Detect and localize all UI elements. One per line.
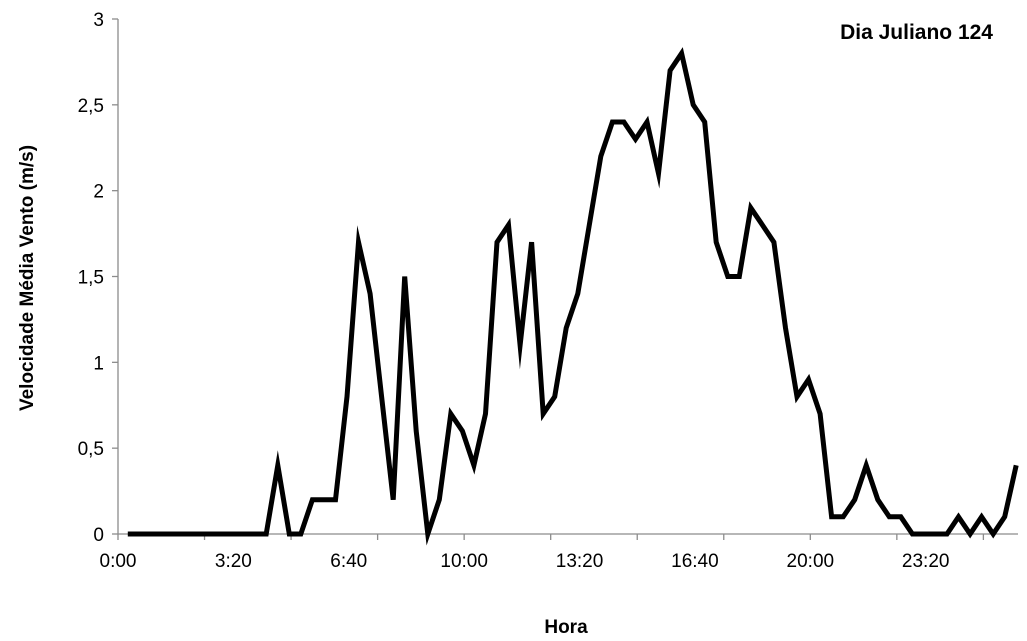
y-tick-label: 2,5 bbox=[78, 96, 104, 117]
y-tick-label: 3 bbox=[93, 10, 104, 31]
x-tick-label: 10:00 bbox=[440, 551, 488, 572]
x-tick-label: 23:20 bbox=[902, 551, 950, 572]
x-tick-label: 3:20 bbox=[215, 551, 252, 572]
y-tick-label: 1 bbox=[93, 353, 104, 374]
y-tick-label: 1,5 bbox=[78, 268, 104, 289]
x-axis-title: Hora bbox=[544, 617, 588, 638]
x-axis: 0:00 3:20 6:40 10:00 13:20 16:40 20:00 23:20 bbox=[100, 533, 1018, 572]
y-tick-label: 2 bbox=[93, 182, 104, 203]
y-tick-label: 0 bbox=[93, 525, 104, 546]
x-tick-label: 13:20 bbox=[556, 551, 604, 572]
x-tick-label: 0:00 bbox=[100, 551, 137, 572]
x-tick-label: 16:40 bbox=[671, 551, 719, 572]
x-tick-label: 6:40 bbox=[330, 551, 367, 572]
y-axis-title: Velocidade Média Vento (m/s) bbox=[17, 145, 38, 411]
x-tick-label: 20:00 bbox=[787, 551, 835, 572]
chart-title: Dia Juliano 124 bbox=[840, 21, 993, 44]
y-axis: 0 0,5 1 1,5 2 2,5 3 bbox=[78, 10, 119, 546]
series-line bbox=[127, 47, 1019, 546]
y-tick-label: 0,5 bbox=[78, 439, 104, 460]
